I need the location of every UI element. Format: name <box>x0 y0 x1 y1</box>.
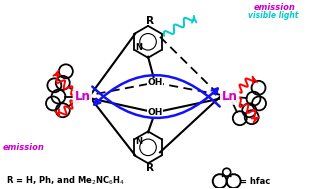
Text: N: N <box>135 137 142 146</box>
Text: visible light: visible light <box>248 11 298 20</box>
Text: = hfac: = hfac <box>240 177 270 186</box>
Text: R = H, Ph, and Me$_2$NC$_6$H$_4$: R = H, Ph, and Me$_2$NC$_6$H$_4$ <box>6 175 125 187</box>
Text: Ln: Ln <box>222 90 238 103</box>
Text: R: R <box>146 163 154 173</box>
Text: Ln: Ln <box>74 90 90 103</box>
FancyArrowPatch shape <box>92 87 218 118</box>
Text: emission: emission <box>3 143 45 152</box>
Text: OH: OH <box>147 78 163 87</box>
Text: R: R <box>146 16 154 26</box>
FancyArrowPatch shape <box>94 75 220 107</box>
Text: emission: emission <box>253 3 295 12</box>
Text: OH: OH <box>147 108 163 117</box>
Text: N: N <box>135 43 142 52</box>
